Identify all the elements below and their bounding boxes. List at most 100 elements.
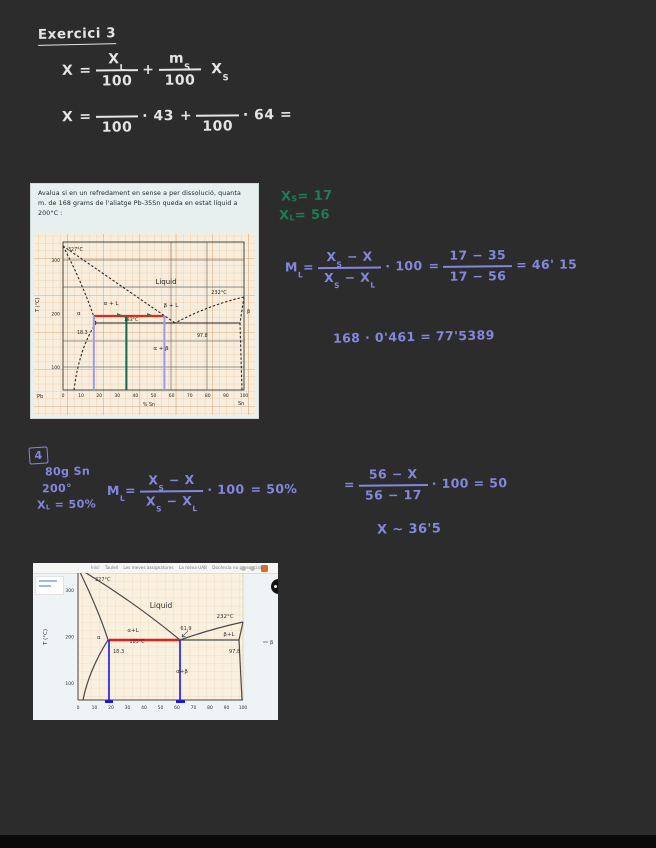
equation-ml-46: ML = XS − X XS − XL · 100 = 17 − 35 17 −… — [284, 247, 578, 290]
x-tick-labels: 0 10 20 30 40 50 60 70 80 90 100 — [77, 705, 248, 711]
page-title: Exercici 3 — [37, 25, 117, 46]
exercise-caption: Avalua si en un refredament en sense a p… — [38, 190, 241, 217]
notification-icon — [241, 565, 246, 571]
svg-text:40: 40 — [133, 393, 139, 399]
ml-symbol: ML — [284, 259, 304, 280]
fraction: 56 − X 56 − 17 — [358, 466, 428, 502]
eq2-times43: · 43 — [142, 108, 175, 125]
fraction: 100 — [95, 98, 139, 136]
svg-text:80: 80 — [207, 705, 213, 711]
svg-text:200: 200 — [65, 635, 74, 641]
equation-lever-rule: X = XL 100 + mS 100 XS — [61, 51, 230, 90]
floating-widget-dot — [274, 585, 277, 588]
label-liquid: Liquid — [155, 278, 176, 286]
label-327: 327°C — [68, 247, 84, 253]
label-beta: β — [270, 640, 273, 646]
equation-solve-x: = 56 − X 56 − 17 · 100 = 50 — [343, 466, 508, 503]
label-sn: Sn — [238, 401, 244, 407]
svg-text:0: 0 — [62, 393, 65, 399]
svg-text:300: 300 — [65, 588, 74, 594]
arrow-61-9 — [181, 630, 189, 638]
avatar — [261, 564, 268, 572]
major-gridlines — [63, 242, 244, 390]
label-alpha: α — [77, 311, 81, 317]
eq1-lhs: X — [61, 62, 74, 79]
svg-text:100: 100 — [65, 681, 74, 687]
eq2-times64: · 64 = — [242, 106, 293, 124]
label-232: 232°C — [216, 614, 233, 620]
label-61-9: 61,9 — [180, 626, 191, 632]
svg-text:30: 30 — [114, 393, 120, 399]
messages-icon — [250, 565, 255, 571]
label-alpha-L: α + L — [104, 301, 120, 307]
y-tick-labels: 300 200 100 — [51, 258, 60, 371]
y-tick-labels: 300 200 100 — [65, 588, 74, 687]
svg-text:300: 300 — [51, 258, 60, 264]
svg-text:90: 90 — [223, 393, 229, 399]
label-alpha-beta: α + β — [153, 346, 169, 352]
fraction: 17 − 35 17 − 56 — [443, 247, 513, 283]
blue-axis-mark-right — [176, 700, 185, 703]
svg-text:100: 100 — [239, 705, 248, 711]
svg-text:100: 100 — [240, 393, 249, 399]
given-temp: 200° — [41, 481, 73, 496]
eq2-equals: = — [79, 108, 92, 126]
eq1-rhs: XS — [211, 61, 230, 82]
label-18-3: 18.3 — [77, 330, 88, 336]
svg-text:60: 60 — [174, 705, 180, 711]
label-183: 183°C — [130, 639, 146, 645]
label-18-3: 18,3 — [113, 649, 124, 655]
given-xs: X S = 17 — [280, 188, 333, 205]
svg-text:70: 70 — [187, 393, 193, 399]
fraction: 100 — [196, 97, 240, 135]
bottom-bar — [0, 835, 656, 848]
given-xl: X L = 56 — [278, 207, 331, 224]
label-beta-L: β + L — [164, 303, 180, 309]
svg-text:10: 10 — [92, 705, 98, 711]
svg-text:200: 200 — [51, 312, 60, 318]
eq1-plus: + — [142, 61, 155, 79]
svg-text:50: 50 — [151, 393, 157, 399]
eq1-equals: = — [79, 62, 92, 79]
eq2-plus: + — [179, 107, 193, 124]
svg-text:0: 0 — [77, 705, 80, 711]
x-tick-labels: 0 10 20 30 40 50 60 70 80 90 100 — [62, 393, 249, 399]
ml-symbol: ML — [106, 483, 126, 504]
svg-text:70: 70 — [191, 705, 197, 711]
given-mass: 80g Sn — [44, 464, 91, 479]
green-arrow-left — [117, 313, 122, 317]
mass-calculation: 168 · 0'461 = 77'5389 — [332, 327, 495, 346]
embedded-image-exercise[interactable]: Avalua si en un refredament en sense a p… — [30, 183, 259, 419]
svg-text:60: 60 — [169, 393, 175, 399]
x-axis-label: % Sn — [143, 402, 155, 408]
svg-text:80: 80 — [205, 393, 211, 399]
fraction: XS − X XS − XL — [139, 472, 204, 513]
label-liquid: Liquid — [150, 601, 173, 610]
fraction: mS 100 — [158, 51, 202, 89]
label-pb: Pb — [37, 394, 43, 400]
embedded-image-browser[interactable]: Inici Taulell Les meves assignatures La … — [33, 563, 278, 720]
plot-frame — [62, 241, 245, 391]
phase-diagram-1: 327°C Liquid 232°C α + L β + L α β 183°C… — [34, 234, 255, 415]
label-alpha-L: α+L — [127, 628, 139, 634]
label-183: 183°C — [124, 317, 138, 323]
svg-text:90: 90 — [224, 705, 230, 711]
svg-text:20: 20 — [96, 393, 102, 399]
label-alpha: α — [97, 635, 101, 641]
equation-substituted: X = 100 · 43 + 100 · 64 = — [61, 97, 293, 136]
fraction: XS − X XS − XL — [317, 249, 382, 290]
y-axis-label: T (°C) — [43, 629, 49, 646]
label-beta: β — [247, 309, 250, 315]
svg-text:20: 20 — [108, 705, 114, 711]
menubar-links: Inici Taulell Les meves assignatures La … — [91, 565, 265, 570]
exercise-number-box: 4 — [28, 446, 49, 465]
label-232: 232°C — [211, 290, 227, 296]
svg-text:30: 30 — [125, 705, 131, 711]
eq2-lhs: X — [61, 109, 74, 126]
label-97-8: 97.8 — [197, 333, 208, 339]
blue-axis-mark-left — [105, 700, 113, 703]
svg-text:10: 10 — [78, 393, 84, 399]
result-x: X ~ 36'5 — [376, 521, 442, 538]
